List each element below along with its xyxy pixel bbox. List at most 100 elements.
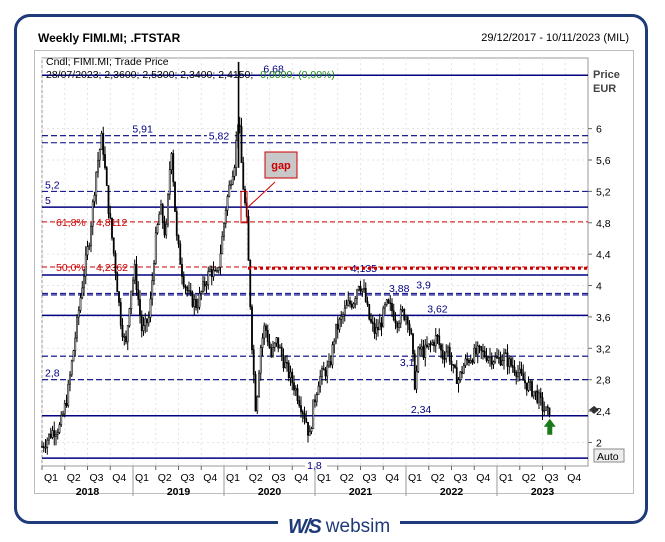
candle-body [413,353,416,390]
x-year-label: 2022 [440,486,464,498]
x-quarter-label: Q1 [226,472,240,484]
candle-body [538,392,540,403]
candle-body [356,289,358,299]
x-quarter-label: Q2 [67,472,81,484]
y-tick-label: 4 [596,281,602,293]
candle-body [53,430,56,437]
candle-body [268,341,271,349]
candle-body [443,358,446,360]
candle-body [317,385,320,395]
level-label-bg [425,303,454,315]
candle-body [475,347,477,355]
candle-body [76,316,78,339]
level-label: 3,62 [427,303,448,315]
candle-body [503,352,505,361]
candle-body [58,424,61,433]
candle-body [235,140,238,168]
x-quarter-label: Q3 [454,472,468,484]
candle-body [455,367,458,384]
candle-body [396,322,399,328]
candle-body [298,400,301,406]
y-tick-label: 3,2 [596,343,611,355]
candle-body [132,279,134,292]
candle-body [296,388,299,401]
candle-body [392,310,395,321]
candle-body [518,368,521,374]
candle-body [490,356,493,365]
candle-body [336,323,339,330]
candle-body [546,406,549,409]
y-tick-label: 4,4 [596,249,611,261]
y-tick-label: 2,8 [596,375,611,387]
candle-body [476,345,479,355]
candle-body [448,346,451,362]
level-label-bg [348,262,383,274]
candle-body [266,330,269,343]
candle-body [175,211,178,236]
candle-body [90,225,92,246]
candle-body [270,347,273,357]
candle-body [326,365,329,377]
candle-body [55,434,57,437]
auto-scale-label[interactable]: Auto [597,451,619,463]
auto-scale-button[interactable] [593,448,625,463]
candle-body [412,333,414,355]
candle-body [419,347,421,350]
fib-value-label: 4,2362 [96,262,128,274]
candle-body [104,154,106,168]
candle-body [279,346,281,349]
candle-body [349,300,351,305]
level-label: 3,88 [389,283,410,295]
level-label: 5 [45,195,51,207]
level-label-bg [43,367,65,379]
candle-body [340,316,343,320]
candle-body [249,260,252,308]
level-label: 1,8 [307,460,322,472]
candle-body [149,298,152,318]
candle-body [427,343,430,348]
candle-body [429,343,432,346]
grid [41,57,589,467]
legend-line-1: Cndl; FIMI.MI; Trade Price [46,56,169,68]
candle-body [310,428,313,432]
candle-body [231,176,234,185]
candle-body [83,275,85,289]
candle-body [541,397,544,411]
candle-body [212,269,215,277]
candle-body [191,292,194,307]
candle-body [342,314,344,317]
candle-body [515,372,518,377]
candle-body [165,223,168,236]
candle-body [483,350,486,357]
x-quarter-label: Q2 [249,472,263,484]
candle-body [98,149,101,161]
candle-body [525,382,528,391]
candle-body [529,381,532,383]
candle-body [139,299,141,316]
candle-body [473,347,476,363]
y-tick-label: 2,4 [596,406,611,418]
candle-body [226,196,229,211]
candle-body [121,324,124,338]
candle-body [240,126,243,163]
candle-body [67,383,70,406]
candle-body [154,232,157,264]
candle-body [405,316,407,320]
candle-body [303,413,306,419]
candle-body [56,432,59,435]
candle-body [377,327,379,331]
candle-body [506,352,509,367]
legend-ohlc: 28/07/2023; 2,3600; 2,5300; 2,3400; 2,41… [46,69,253,81]
candle-body [469,360,472,363]
candle-body [203,281,206,287]
candle-body [172,153,175,183]
gap-bracket [240,190,248,224]
candle-body [343,307,346,315]
candle-body [102,133,105,155]
candle-body [233,167,236,177]
candle-body [482,350,484,352]
candle-body [72,350,75,362]
candle-body [88,245,91,248]
candle-body [209,268,211,272]
